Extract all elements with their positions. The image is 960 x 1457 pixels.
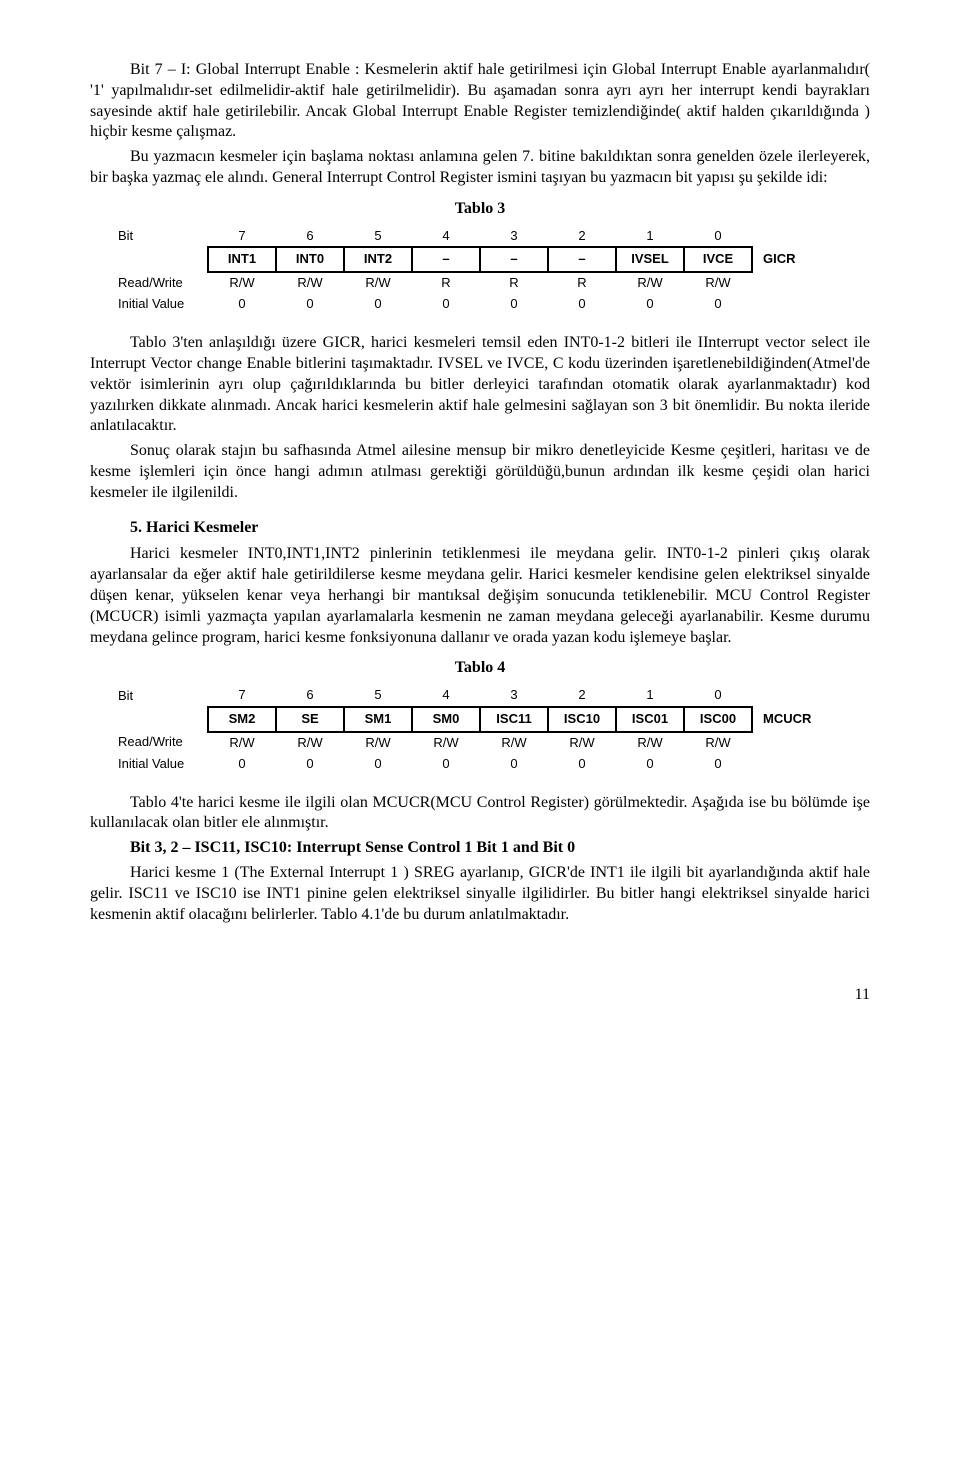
readwrite-row: Read/Write R/W R/W R/W R R R R/W R/W — [110, 272, 850, 294]
register-name: GICR — [752, 247, 850, 272]
paragraph-5: Harici kesmeler INT0,INT1,INT2 pinlerini… — [90, 544, 870, 648]
bit-3-2-heading-text: Bit 3, 2 – ISC11, ISC10: Interrupt Sense… — [130, 839, 575, 856]
iv-label: Initial Value — [110, 294, 208, 315]
bit-name-row: SM2 SE SM1 SM0 ISC11 ISC10 ISC01 ISC00 M… — [110, 707, 850, 732]
paragraph-3: Tablo 3'ten anlaşıldığı üzere GICR, hari… — [90, 333, 870, 437]
initial-value-row: Initial Value 0 0 0 0 0 0 0 0 — [110, 754, 850, 775]
bit-label: Bit — [110, 685, 208, 707]
paragraph-2: Bu yazmacın kesmeler için başlama noktas… — [90, 147, 870, 189]
initial-value-row: Initial Value 0 0 0 0 0 0 0 0 — [110, 294, 850, 315]
iv-label: Initial Value — [110, 754, 208, 775]
rw-label: Read/Write — [110, 732, 208, 754]
readwrite-row: Read/Write R/W R/W R/W R/W R/W R/W R/W R… — [110, 732, 850, 754]
paragraph-4: Sonuç olarak stajın bu safhasında Atmel … — [90, 441, 870, 503]
register-table-gicr: Bit 7 6 5 4 3 2 1 0 INT1 INT0 INT2 – – –… — [110, 226, 850, 316]
page-number: 11 — [90, 985, 870, 1006]
register-name: MCUCR — [752, 707, 850, 732]
tablo4-caption: Tablo 4 — [90, 658, 870, 679]
bit-3-2-heading: Bit 3, 2 – ISC11, ISC10: Interrupt Sense… — [90, 838, 870, 859]
paragraph-1: Bit 7 – I: Global Interrupt Enable : Kes… — [90, 60, 870, 143]
bit-label: Bit — [110, 226, 208, 248]
register-table-mcucr: Bit 7 6 5 4 3 2 1 0 SM2 SE SM1 SM0 ISC11… — [110, 685, 850, 775]
bit-number-row: Bit 7 6 5 4 3 2 1 0 — [110, 226, 850, 248]
section-5-heading: 5. Harici Kesmeler — [130, 518, 870, 539]
paragraph-6: Tablo 4'te harici kesme ile ilgili olan … — [90, 793, 870, 835]
paragraph-7: Harici kesme 1 (The External Interrupt 1… — [90, 863, 870, 925]
bit-number-row: Bit 7 6 5 4 3 2 1 0 — [110, 685, 850, 707]
rw-label: Read/Write — [110, 272, 208, 294]
tablo3-caption: Tablo 3 — [90, 199, 870, 220]
bit-name-row: INT1 INT0 INT2 – – – IVSEL IVCE GICR — [110, 247, 850, 272]
